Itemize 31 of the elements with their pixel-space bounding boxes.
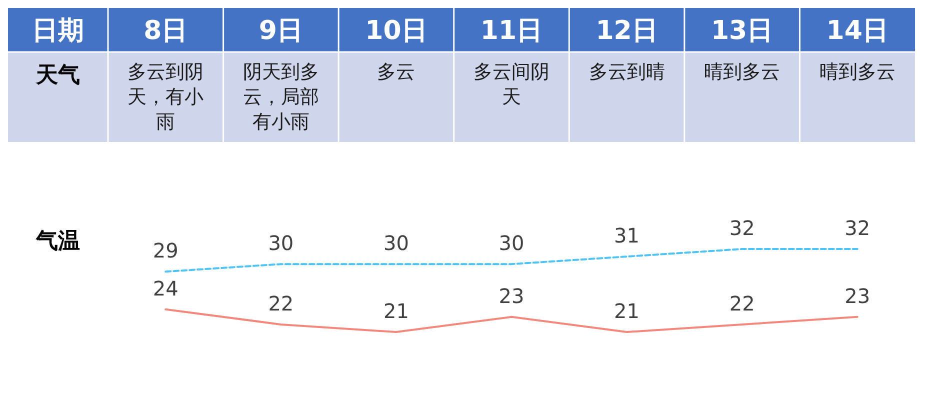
data-label: 23 xyxy=(844,284,870,308)
data-label: 32 xyxy=(729,216,755,240)
text: 多云到阴天，有小雨 xyxy=(128,61,204,133)
text: 阴天到多云，局部有小雨 xyxy=(242,61,319,133)
data-label: 30 xyxy=(268,231,294,256)
text: 晴到多云 xyxy=(704,61,780,83)
x-tick-label: 11日 xyxy=(480,16,543,46)
x-axis-title: 日期 xyxy=(32,16,84,46)
text: 多云间阴天 xyxy=(474,61,550,108)
x-tick-label: 10日 xyxy=(365,16,428,46)
text: 晴到多云 xyxy=(819,61,896,83)
data-label: 24 xyxy=(152,276,178,300)
x-tick-label: 12日 xyxy=(596,16,658,46)
text: 多云到晴 xyxy=(588,61,665,83)
data-label: 21 xyxy=(383,299,409,323)
data-label: 21 xyxy=(614,299,640,323)
text: 多云 xyxy=(377,61,416,83)
data-label: 29 xyxy=(152,238,178,263)
x-tick-label: 8日 xyxy=(144,16,188,46)
data-label: 22 xyxy=(729,291,755,316)
data-label: 30 xyxy=(498,231,524,256)
data-label: 22 xyxy=(268,291,294,316)
x-tick-label: 14日 xyxy=(826,16,888,46)
data-label: 31 xyxy=(614,224,640,248)
x-tick-label: 13日 xyxy=(710,16,774,46)
text: 天气 xyxy=(35,63,80,88)
data-label: 30 xyxy=(383,231,409,256)
data-label: 32 xyxy=(844,216,870,240)
x-tick-label: 9日 xyxy=(258,16,303,46)
y-axis-title: 气温 xyxy=(35,229,80,254)
data-label: 23 xyxy=(498,284,524,308)
